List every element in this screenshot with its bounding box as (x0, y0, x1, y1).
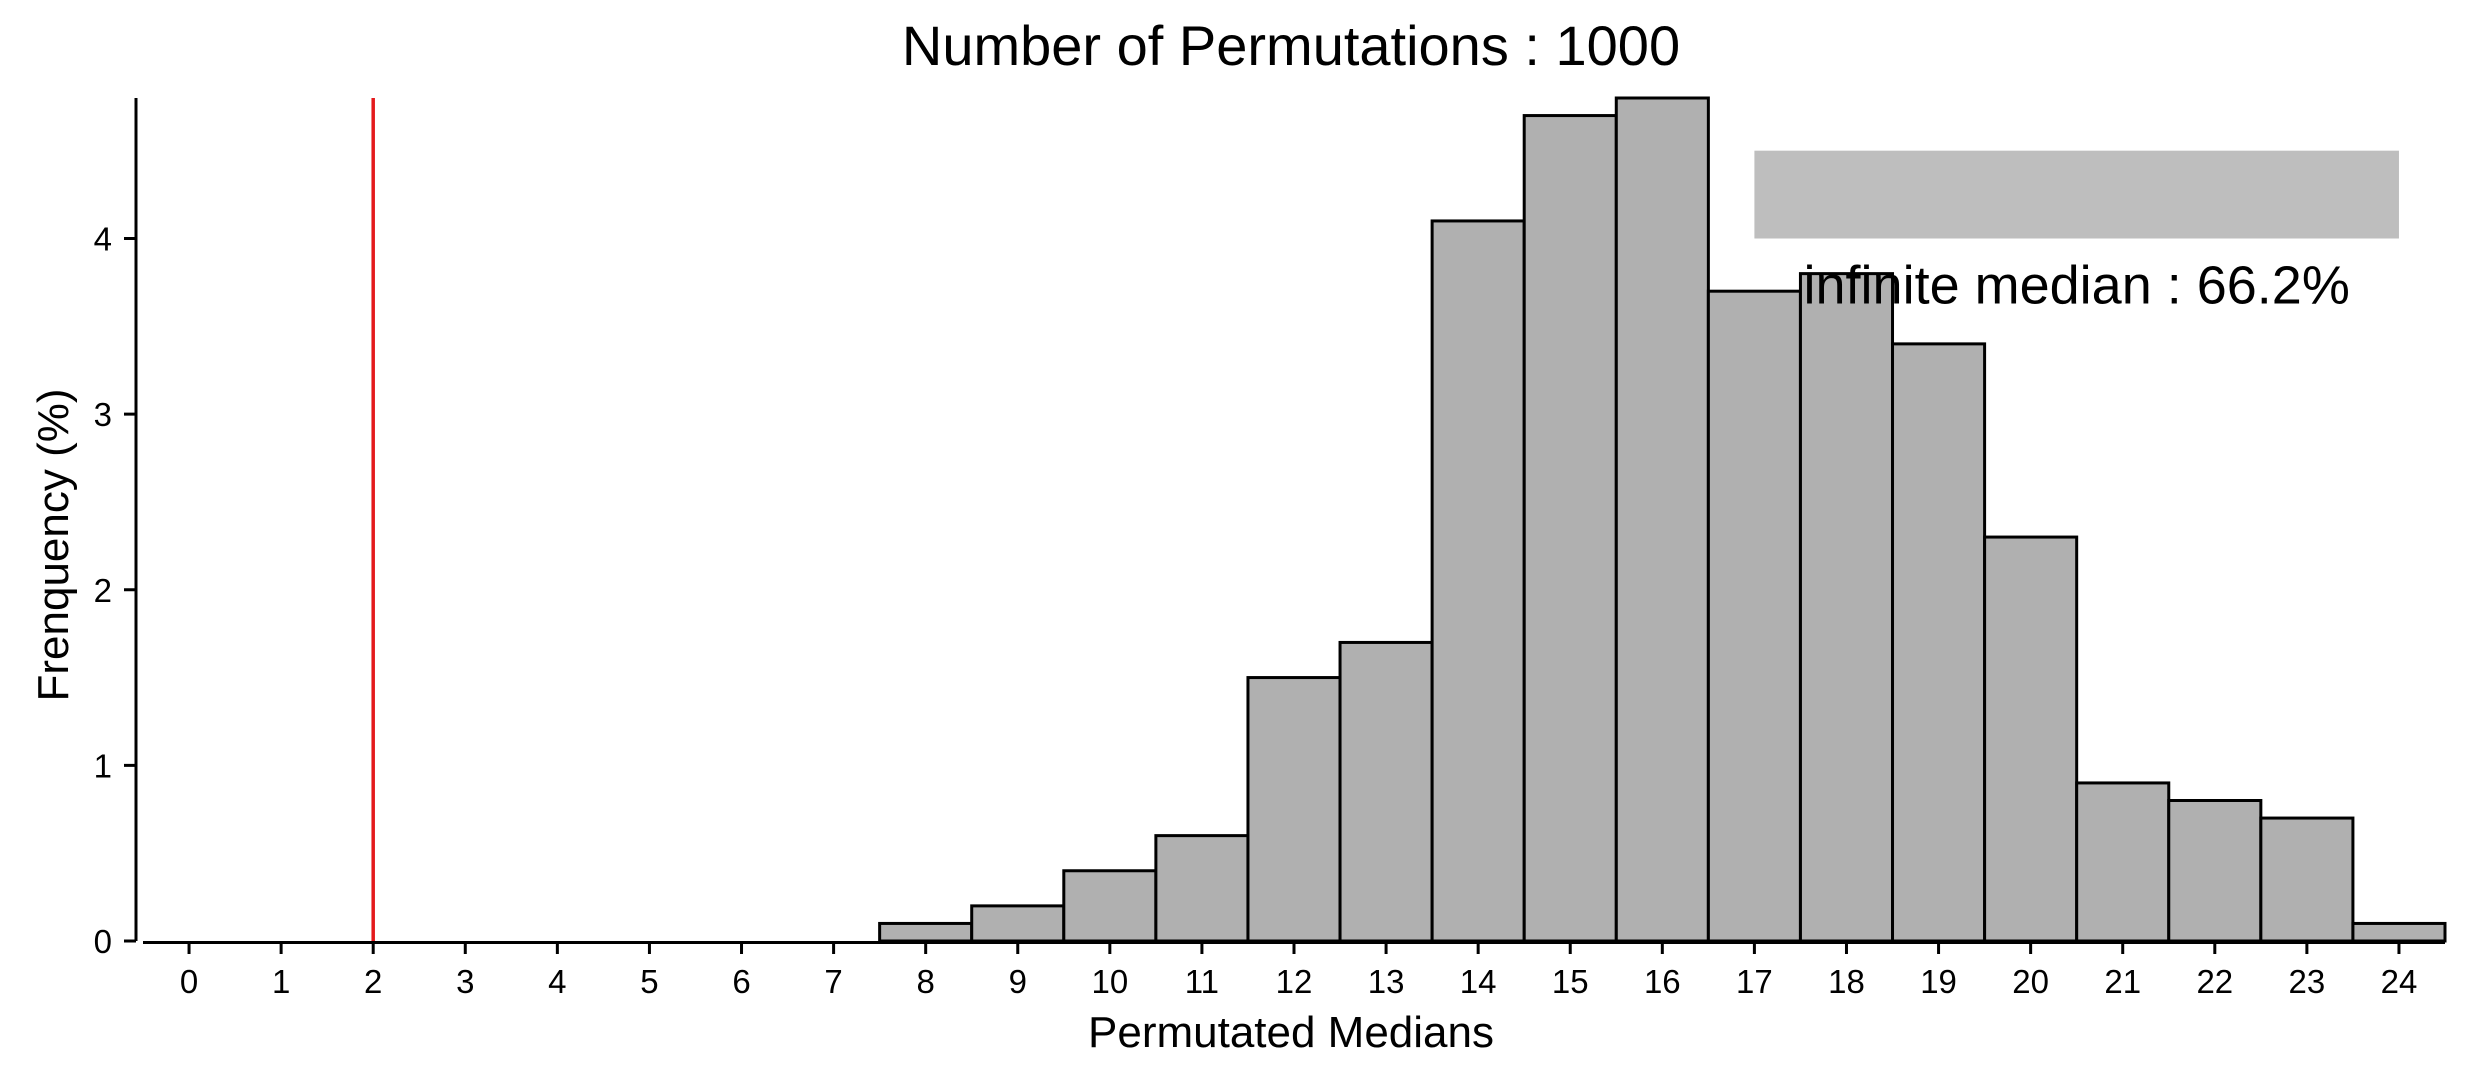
x-tick-label: 15 (1552, 963, 1589, 1000)
x-tick-label: 12 (1276, 963, 1313, 1000)
chart-title: Number of Permutations : 1000 (902, 14, 1680, 77)
histogram-bar-10 (1062, 869, 1158, 943)
x-tick-label: 21 (2104, 963, 2141, 1000)
y-tick-label: 1 (94, 747, 112, 784)
histogram-bar-22 (2167, 799, 2263, 943)
x-tick-label: 17 (1736, 963, 1773, 1000)
annotation-box (1754, 150, 2399, 239)
x-tick-label: 8 (917, 963, 935, 1000)
x-tick-label: 3 (456, 963, 474, 1000)
histogram-bar-15 (1522, 114, 1618, 943)
x-tick-label: 16 (1644, 963, 1681, 1000)
histogram-bar-9 (970, 904, 1066, 943)
y-axis-label: Frenquency (%) (29, 388, 78, 701)
x-tick-label: 6 (732, 963, 750, 1000)
annotation-box-group (1754, 150, 2399, 239)
x-axis-ticks: 0 1 2 3 4 5 6 7 8 9 10 11 12 13 14 15 16 17 18 19 20 21 22 23 24 (180, 942, 2418, 1000)
histogram-bar-8 (878, 921, 974, 943)
x-tick-label: 14 (1460, 963, 1497, 1000)
y-tick-label: 2 (94, 572, 112, 609)
x-tick-label: 23 (2289, 963, 2326, 1000)
histogram-bar-20 (1983, 535, 2079, 943)
x-tick-label: 7 (824, 963, 842, 1000)
x-tick-label: 0 (180, 963, 198, 1000)
x-tick-label: 18 (1828, 963, 1865, 1000)
y-axis-ticks: 0 1 2 3 4 (94, 221, 136, 960)
x-tick-label: 10 (1091, 963, 1128, 1000)
y-tick-label: 0 (94, 923, 112, 960)
x-tick-label: 19 (1920, 963, 1957, 1000)
x-tick-label: 1 (272, 963, 290, 1000)
histogram-bar-19 (1891, 342, 1987, 943)
histogram-bar-17 (1706, 289, 1802, 943)
histogram-bar-14 (1430, 219, 1526, 943)
x-tick-label: 13 (1368, 963, 1405, 1000)
histogram-bar-11 (1154, 834, 1250, 943)
x-tick-label: 11 (1185, 963, 1219, 1000)
y-tick-label: 3 (94, 396, 112, 433)
x-tick-label: 5 (640, 963, 658, 1000)
x-tick-label: 24 (2381, 963, 2418, 1000)
x-axis-label: Permutated Medians (1088, 1008, 1494, 1057)
x-tick-label: 2 (364, 963, 382, 1000)
histogram-bar-18 (1798, 272, 1895, 943)
histogram-bar-13 (1338, 640, 1434, 943)
y-tick-label: 4 (94, 221, 112, 258)
histogram-bar-21 (2075, 781, 2171, 943)
x-tick-label: 20 (2012, 963, 2049, 1000)
histogram-bar-23 (2259, 816, 2355, 943)
bars-group (878, 96, 2447, 943)
x-tick-label: 4 (548, 963, 566, 1000)
x-tick-label: 22 (2196, 963, 2233, 1000)
histogram-bar-12 (1246, 676, 1342, 943)
x-tick-label: 9 (1009, 963, 1027, 1000)
histogram-bar-24 (2351, 921, 2447, 943)
histogram-bar-16 (1614, 96, 1710, 943)
annotation-text: infinite median : 66.2% (1804, 256, 2350, 316)
